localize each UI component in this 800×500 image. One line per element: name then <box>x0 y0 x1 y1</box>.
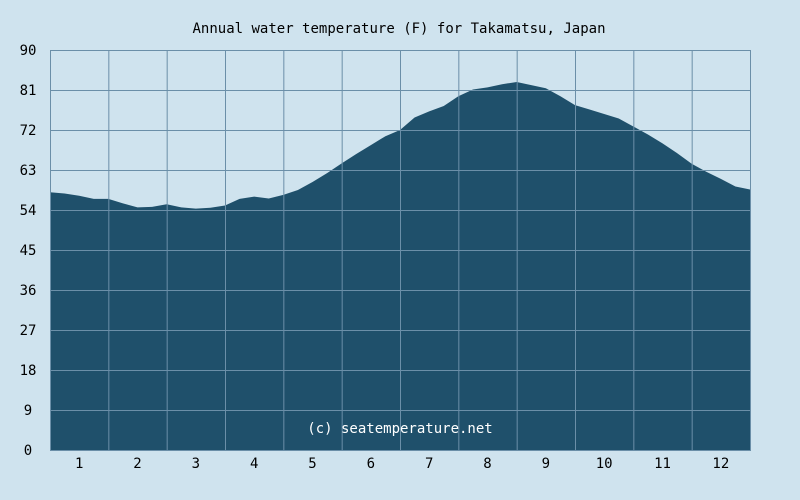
x-tick-label: 4 <box>250 456 258 472</box>
y-tick-label: 0 <box>24 443 32 459</box>
x-tick-label: 8 <box>483 456 491 472</box>
y-tick-label: 63 <box>20 163 37 179</box>
x-tick-label: 12 <box>712 456 729 472</box>
x-tick-label: 10 <box>596 456 613 472</box>
plot-border <box>50 50 751 451</box>
y-axis-ticks: 0 9 18 27 36 45 54 63 72 81 90 <box>20 43 37 459</box>
y-tick-label: 54 <box>20 203 37 219</box>
x-tick-label: 3 <box>192 456 200 472</box>
watermark: (c) seatemperature.net <box>307 421 492 437</box>
y-tick-label: 90 <box>20 43 37 59</box>
y-tick-label: 45 <box>20 243 37 259</box>
x-tick-label: 11 <box>654 456 671 472</box>
x-tick-label: 6 <box>367 456 375 472</box>
x-tick-label: 1 <box>75 456 83 472</box>
x-tick-label: 2 <box>133 456 141 472</box>
x-axis-ticks: 1 2 3 4 5 6 7 8 9 10 11 12 <box>75 456 729 472</box>
y-tick-label: 9 <box>24 403 32 419</box>
plot-frame <box>50 50 751 451</box>
y-tick-label: 72 <box>20 123 37 139</box>
x-tick-label: 9 <box>542 456 550 472</box>
chart-title: Annual water temperature (F) for Takamat… <box>192 21 605 37</box>
y-tick-label: 18 <box>20 363 37 379</box>
y-tick-label: 81 <box>20 83 37 99</box>
y-tick-label: 36 <box>20 283 37 299</box>
x-tick-label: 5 <box>308 456 316 472</box>
y-tick-label: 27 <box>20 323 37 339</box>
x-tick-label: 7 <box>425 456 433 472</box>
